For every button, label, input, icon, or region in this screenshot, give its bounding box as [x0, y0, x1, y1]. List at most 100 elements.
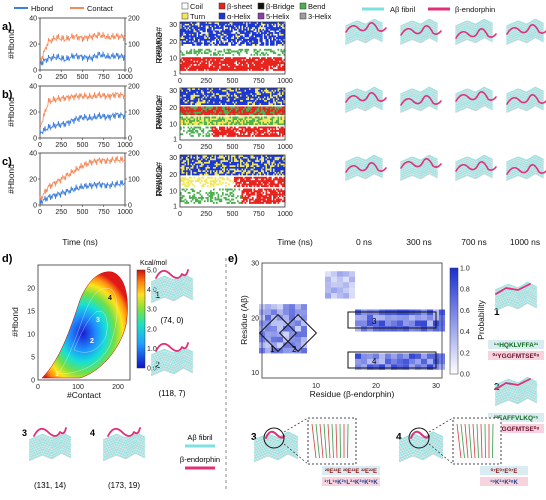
ss-cell — [234, 170, 236, 172]
ss-cell — [197, 160, 199, 162]
ss-cell — [263, 162, 265, 164]
ss-cell — [254, 67, 256, 69]
ss-cell — [219, 110, 221, 112]
ss-cell — [195, 160, 197, 162]
ss-cell — [182, 197, 184, 199]
ss-cell — [185, 158, 187, 160]
ss-cell — [234, 91, 236, 93]
ss-x-tick: 250 — [200, 144, 212, 151]
ss-cell — [266, 44, 268, 46]
ss-cell — [191, 96, 193, 98]
ss-cell — [225, 122, 227, 124]
ss-cell — [270, 67, 272, 69]
ss-cell — [269, 37, 271, 39]
ss-cell — [282, 178, 284, 180]
ss-cell — [194, 34, 196, 36]
contact-cell — [379, 326, 385, 332]
ss-cell — [215, 91, 217, 93]
ss-cell — [188, 165, 190, 167]
ss-cell — [197, 110, 199, 112]
ss-cell — [186, 182, 188, 184]
ss-cell — [228, 117, 230, 119]
ss-cell — [230, 135, 232, 137]
ss-cell — [219, 163, 221, 165]
contact-cell — [427, 364, 433, 370]
ss-cell — [231, 168, 233, 170]
ss-cell — [255, 200, 257, 202]
ss-cell — [254, 173, 256, 175]
ss-cell — [194, 67, 196, 69]
ss-cell — [275, 57, 277, 59]
ss-cell — [209, 167, 211, 169]
ss-cell — [207, 170, 209, 172]
ss-cell — [252, 120, 254, 122]
ss-cell — [222, 95, 224, 97]
contact-cell — [421, 353, 427, 359]
ss-cell — [195, 66, 197, 68]
ss-cell — [273, 195, 275, 197]
ss-cell — [272, 162, 274, 164]
ss-cell — [230, 59, 232, 61]
ss-cell — [207, 158, 209, 160]
ss-cell — [261, 178, 263, 180]
ss-cell — [260, 172, 262, 174]
ss-cell — [233, 180, 235, 182]
ss-cell — [246, 110, 248, 112]
ss-cell — [272, 167, 274, 169]
ts-x-tick: 1000 — [117, 209, 133, 216]
ss-cell — [219, 177, 221, 179]
ss-cell — [276, 120, 278, 122]
ss-cell — [281, 157, 283, 159]
contact-cell — [277, 337, 283, 343]
ss-cell — [249, 133, 251, 135]
ss-cell — [257, 178, 259, 180]
ss-cell — [282, 108, 284, 110]
ss-cell — [230, 40, 232, 42]
ss-cell — [239, 158, 241, 160]
ss-cell — [206, 57, 208, 59]
ss-cell — [240, 110, 242, 112]
ss-cell — [203, 197, 205, 199]
ss-cell — [263, 172, 265, 174]
ss-cell — [228, 110, 230, 112]
ss-cell — [185, 162, 187, 164]
ss-cell — [218, 25, 220, 27]
ss-cell — [197, 62, 199, 64]
contact-cell — [325, 282, 331, 288]
ss-cell — [194, 111, 196, 113]
ss-cell — [197, 172, 199, 174]
ss-cell — [228, 69, 230, 71]
ss-cell — [225, 113, 227, 115]
ss-cell — [264, 91, 266, 93]
ss-cell — [191, 24, 193, 26]
ss-cell — [201, 40, 203, 42]
ss-cell — [258, 98, 260, 100]
ss-cell — [213, 57, 215, 59]
ts-x-tick: 0 — [38, 142, 42, 149]
ss-cell — [212, 192, 214, 194]
ss-cell — [267, 199, 269, 201]
ss-cell — [227, 194, 229, 196]
ss-cell — [188, 127, 190, 129]
fes-ylabel: #Hbond — [10, 307, 20, 337]
ss-cell — [209, 158, 211, 160]
ss-cell — [194, 123, 196, 125]
ss-cell — [210, 106, 212, 108]
ss-cell — [213, 127, 215, 129]
ss-cell — [228, 132, 230, 134]
ss-cell — [216, 120, 218, 122]
ss-cell — [182, 66, 184, 68]
ss-cell — [212, 180, 214, 182]
ss-cell — [251, 118, 253, 120]
ss-cell — [273, 95, 275, 97]
ss-cell — [242, 130, 244, 132]
ss-cell — [198, 27, 200, 29]
ss-cell — [195, 91, 197, 93]
ss-cell — [282, 95, 284, 97]
ss-cell — [242, 37, 244, 39]
ss-cell — [264, 95, 266, 97]
ss-cell — [230, 172, 232, 174]
ss-cell — [212, 173, 214, 175]
contact-cell — [325, 293, 331, 299]
ss-cell — [255, 117, 257, 119]
